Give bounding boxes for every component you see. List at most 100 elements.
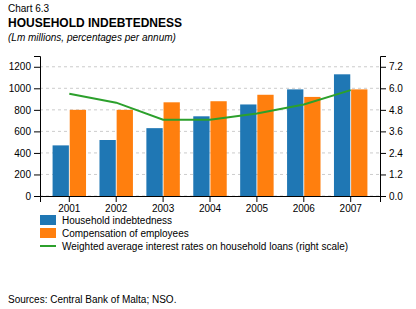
x-tick-mark [69, 196, 70, 202]
y-axis-tick: 400 [14, 148, 40, 159]
y-axis-tick-label: 0 [25, 191, 31, 202]
x-tick-mark [210, 196, 211, 202]
y2-axis-tick: 4.8 [380, 105, 403, 116]
legend-label: Household indebtedness [62, 215, 172, 226]
bar [351, 89, 367, 196]
y-axis-tick-mark [34, 110, 40, 111]
y-axis-tick-label: 400 [14, 148, 31, 159]
x-tick-mark [256, 196, 257, 202]
y2-axis-tick-label: 0.0 [389, 191, 403, 202]
y-axis-tick: 1200 [9, 61, 40, 72]
x-tick-label: 2003 [152, 203, 175, 214]
grid-line [40, 152, 380, 153]
x-tick: 2007 [340, 196, 363, 214]
x-tick: 2003 [152, 196, 175, 214]
y2-axis-tick-mark [380, 110, 386, 111]
y2-axis-tick-mark [380, 196, 386, 197]
legend-swatch [40, 215, 56, 225]
y-axis-tick: 800 [14, 105, 40, 116]
y-axis-tick: 0 [25, 191, 40, 202]
y2-axis-tick-label: 7.2 [389, 61, 403, 72]
y-axis-tick-label: 600 [14, 126, 31, 137]
y-axis: 0 200 400 600 800 1000 1200 [9, 57, 41, 202]
bar [146, 128, 162, 196]
legend-label: Weighted average interest rates on house… [62, 241, 348, 252]
x-tick-label: 2004 [199, 203, 222, 214]
plot: 2001 2002 2003 2004 2005 2006 2007 0 200 400 600 80… [9, 57, 404, 215]
subtitle: (Lm millions, percentages per annum) [8, 32, 176, 43]
y-axis-tick-mark [34, 67, 40, 68]
y2-axis-tick-mark [380, 174, 386, 175]
y-axis-tick: 600 [14, 126, 40, 137]
y2-axis-tick: 3.6 [380, 126, 403, 137]
y2-axis-tick: 7.2 [380, 61, 403, 72]
x-tick: 2005 [246, 196, 269, 214]
bar [99, 140, 115, 196]
sources: Sources: Central Bank of Malta; NSO. [8, 294, 176, 305]
bar [240, 104, 256, 196]
bar [117, 110, 133, 196]
x-tick-label: 2005 [246, 203, 269, 214]
y2-axis-tick: 0.0 [380, 191, 403, 202]
y-axis-tick-label: 200 [14, 169, 31, 180]
x-tick: 2001 [58, 196, 81, 214]
y2-axis-tick-label: 4.8 [389, 105, 403, 116]
y-axis-tick-mark [34, 88, 40, 89]
legend-swatch [40, 245, 56, 247]
x-tick-label: 2001 [58, 203, 81, 214]
y-axis-tick-label: 1200 [9, 61, 32, 72]
legend: Household indebtedness Compensation of em… [40, 215, 348, 252]
bar [193, 116, 209, 196]
y2-axis-tick-mark [380, 88, 386, 89]
y2-axis-line [381, 57, 387, 197]
x-tick-mark [163, 196, 164, 202]
y2-axis-tick-label: 3.6 [389, 126, 403, 137]
bar [70, 110, 86, 196]
y-axis-tick: 200 [14, 169, 40, 180]
y-axis-tick-mark [34, 153, 40, 154]
grid-line [40, 88, 380, 89]
title: HOUSEHOLD INDEBTEDNESS [8, 16, 182, 30]
y-axis-tick-mark [34, 196, 40, 197]
chart: Chart 6.3 HOUSEHOLD INDEBTEDNESS (Lm milli… [0, 0, 416, 309]
y2-axis-tick: 1.2 [380, 169, 403, 180]
y2-axis-tick: 2.4 [380, 148, 403, 159]
bar [53, 145, 69, 196]
grid-line [40, 131, 380, 132]
legend-label: Compensation of employees [62, 228, 189, 239]
legend-item: Household indebtedness [40, 215, 172, 226]
grid-line [40, 66, 380, 67]
x-tick-label: 2002 [105, 203, 128, 214]
legend-swatch [40, 228, 56, 238]
x-tick-label: 2007 [340, 203, 363, 214]
line [69, 90, 350, 120]
y2-axis-tick-mark [380, 153, 386, 154]
x-tick-mark [350, 196, 351, 202]
y-axis-line [34, 57, 41, 197]
x-tick-label: 2006 [293, 203, 316, 214]
bar [164, 102, 180, 196]
legend-item: Weighted average interest rates on house… [40, 241, 348, 252]
x-axis: 2001 2002 2003 2004 2005 2006 2007 [41, 196, 381, 214]
x-tick-mark [116, 196, 117, 202]
bar [210, 101, 226, 196]
y2-axis-tick-mark [380, 131, 386, 132]
y-axis-tick-mark [34, 174, 40, 175]
y-axis-tick: 1000 [9, 83, 40, 94]
x-axis-line [41, 197, 381, 203]
bar-series [70, 89, 368, 196]
grid [40, 67, 380, 196]
y2-axis-tick-mark [380, 67, 386, 68]
y2-axis: 0.0 1.2 2.4 3.6 4.8 6.0 7.2 [380, 57, 403, 202]
x-tick: 2002 [105, 196, 128, 214]
y-axis-tick-mark [34, 131, 40, 132]
x-tick-mark [303, 196, 304, 202]
chart-label: Chart 6.3 [8, 3, 50, 14]
bar-series [53, 74, 351, 196]
y2-axis-tick: 6.0 [380, 83, 403, 94]
grid-line [40, 174, 380, 175]
y2-axis-tick-label: 1.2 [389, 169, 403, 180]
bar [304, 97, 320, 196]
grid-line [40, 109, 380, 110]
legend-item: Compensation of employees [40, 228, 189, 239]
